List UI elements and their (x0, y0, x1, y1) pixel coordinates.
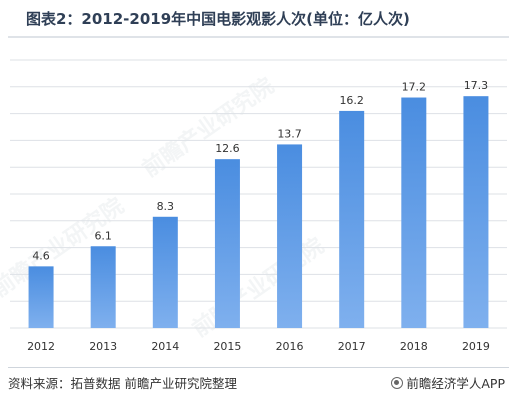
value-labels: 4.6 6.1 8.3 12.6 13.7 16.2 17.2 17.3 (32, 79, 488, 262)
gridlines (10, 59, 507, 329)
x-tick-2017: 2017 (338, 340, 366, 353)
footer-divider (8, 367, 509, 368)
bar-2016 (277, 144, 303, 328)
bar-2019 (463, 96, 489, 329)
brand-name: 前瞻经济学人APP (406, 376, 505, 391)
value-label-2019: 17.3 (464, 79, 489, 92)
value-label-2014: 8.3 (157, 200, 175, 213)
x-tick-2013: 2013 (89, 340, 117, 353)
x-tick-2016: 2016 (276, 340, 304, 353)
bar-chart: 4.66.18.312.613.716.217.2 17.3 2012 2013 20… (10, 59, 507, 353)
value-label-2012: 4.6 (32, 249, 50, 262)
x-tick-2015: 2015 (213, 340, 241, 353)
value-label-2016: 13.7 (277, 127, 302, 140)
value-label-2018: 17.2 (402, 81, 427, 94)
x-tick-2019: 2019 (462, 340, 490, 353)
x-tick-2018: 2018 (400, 340, 428, 353)
bar-2012 (28, 266, 54, 328)
bar-2018 (401, 97, 427, 328)
x-tick-2012: 2012 (27, 340, 55, 353)
bars (28, 96, 489, 329)
bar-2014 (152, 216, 178, 328)
brand-logo-icon (391, 377, 404, 389)
title-divider (8, 36, 509, 38)
chart-title: 图表2：2012-2019年中国电影观影人次(单位：亿人次) (26, 10, 410, 28)
x-tick-2014: 2014 (151, 340, 179, 353)
x-axis-ticks: 2012 2013 2014 2015 2016 2017 2018 2019 (27, 340, 490, 353)
brand-credit: 前瞻经济学人APP (391, 373, 505, 392)
value-label-2015: 12.6 (215, 142, 240, 155)
bar-2015 (214, 159, 240, 328)
value-label-2017: 16.2 (339, 94, 364, 107)
bar-2017 (339, 110, 365, 328)
bar-2013 (90, 246, 116, 328)
source-note: 资料来源：拓普数据 前瞻产业研究院整理 (8, 376, 237, 391)
value-label-2013: 6.1 (94, 229, 112, 242)
